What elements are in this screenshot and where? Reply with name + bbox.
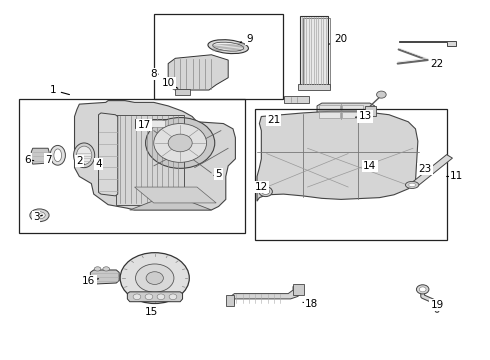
Ellipse shape (94, 267, 101, 271)
Text: 11: 11 (447, 171, 463, 181)
Text: 6: 6 (24, 154, 34, 165)
Ellipse shape (259, 187, 272, 197)
Polygon shape (399, 41, 456, 46)
Text: 19: 19 (430, 300, 444, 310)
Text: 23: 23 (418, 165, 432, 174)
Ellipse shape (416, 285, 429, 294)
Ellipse shape (37, 213, 42, 217)
Text: 8: 8 (150, 69, 158, 79)
Text: 22: 22 (430, 59, 444, 68)
Polygon shape (98, 113, 118, 196)
Text: 1: 1 (49, 85, 70, 95)
Text: 13: 13 (355, 112, 372, 121)
Ellipse shape (136, 264, 174, 292)
Bar (284, 96, 309, 103)
Ellipse shape (377, 91, 386, 98)
Bar (365, 106, 376, 117)
Polygon shape (90, 270, 119, 284)
Ellipse shape (405, 181, 419, 189)
Ellipse shape (54, 149, 62, 162)
Ellipse shape (146, 118, 215, 168)
Polygon shape (31, 148, 49, 164)
Polygon shape (257, 111, 418, 201)
Polygon shape (127, 292, 183, 302)
Text: 14: 14 (363, 161, 376, 171)
Ellipse shape (213, 42, 244, 51)
Ellipse shape (120, 253, 189, 303)
Polygon shape (135, 187, 216, 203)
Polygon shape (74, 100, 235, 210)
Bar (154, 14, 283, 99)
Ellipse shape (34, 212, 45, 219)
Polygon shape (228, 287, 303, 304)
Ellipse shape (146, 272, 163, 284)
Text: 20: 20 (329, 34, 347, 44)
Bar (298, 84, 330, 90)
Bar (319, 112, 340, 118)
Bar (116, 115, 184, 205)
Ellipse shape (30, 209, 49, 222)
Ellipse shape (169, 294, 177, 300)
Bar (137, 120, 165, 127)
Ellipse shape (74, 143, 95, 168)
Ellipse shape (262, 189, 270, 194)
Text: 15: 15 (145, 307, 158, 317)
Ellipse shape (409, 183, 416, 187)
Text: 7: 7 (45, 154, 52, 165)
Polygon shape (411, 154, 452, 187)
Polygon shape (317, 103, 375, 119)
Text: 16: 16 (82, 275, 98, 285)
Text: 3: 3 (33, 212, 42, 222)
Ellipse shape (157, 294, 165, 300)
Bar (343, 105, 363, 111)
Text: 17: 17 (138, 120, 151, 130)
Text: 21: 21 (267, 115, 280, 125)
Bar (135, 119, 167, 128)
Text: 4: 4 (95, 159, 102, 169)
Bar (226, 295, 234, 306)
Ellipse shape (168, 134, 192, 152)
Bar (19, 99, 245, 233)
Ellipse shape (133, 294, 141, 300)
Ellipse shape (154, 123, 207, 162)
Bar (343, 112, 363, 118)
Bar (175, 89, 190, 95)
Ellipse shape (208, 40, 248, 54)
Text: 10: 10 (162, 78, 178, 88)
Text: 2: 2 (76, 156, 84, 166)
Text: 9: 9 (240, 34, 253, 44)
Ellipse shape (50, 145, 65, 165)
Ellipse shape (419, 287, 426, 292)
Text: 18: 18 (303, 299, 318, 309)
Bar (319, 105, 340, 111)
Bar (255, 109, 447, 240)
Polygon shape (130, 194, 211, 210)
Bar (300, 16, 328, 85)
Bar (293, 284, 304, 294)
Ellipse shape (103, 267, 110, 271)
Ellipse shape (76, 146, 92, 165)
Ellipse shape (145, 294, 153, 300)
Polygon shape (168, 55, 228, 90)
Bar (303, 18, 330, 86)
Text: 12: 12 (255, 182, 268, 192)
Text: 5: 5 (214, 168, 222, 179)
